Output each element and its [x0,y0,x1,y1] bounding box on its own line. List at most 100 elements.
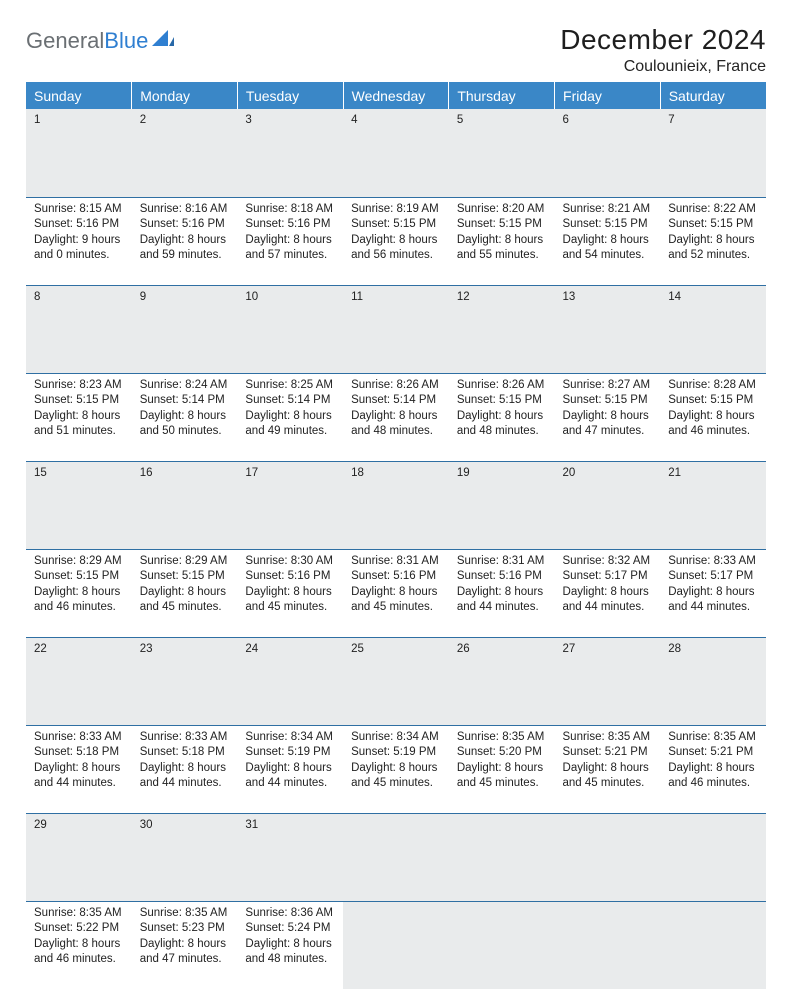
day-number-row: 15161718192021 [26,461,766,549]
day-cell: Sunrise: 8:25 AMSunset: 5:14 PMDaylight:… [237,373,343,461]
daylight-text: Daylight: 8 hours [351,761,443,777]
day-cell: Sunrise: 8:36 AMSunset: 5:24 PMDaylight:… [237,901,343,989]
daylight-text: and 57 minutes. [245,248,337,264]
daylight-text: Daylight: 8 hours [245,585,337,601]
daylight-text: Daylight: 8 hours [34,585,126,601]
sunrise-text: Sunrise: 8:35 AM [563,730,655,746]
brand-sail-icon [152,30,174,53]
daylight-text: and 48 minutes. [245,952,337,968]
daylight-text: Daylight: 8 hours [245,761,337,777]
day-number: 13 [555,285,661,373]
day-cell: Sunrise: 8:35 AMSunset: 5:22 PMDaylight:… [26,901,132,989]
sunset-text: Sunset: 5:23 PM [140,921,232,937]
sunset-text: Sunset: 5:18 PM [34,745,126,761]
day-number: 4 [343,109,449,197]
sunset-text: Sunset: 5:16 PM [457,569,549,585]
daylight-text: Daylight: 8 hours [140,585,232,601]
sunrise-text: Sunrise: 8:27 AM [563,378,655,394]
day-cell: Sunrise: 8:15 AMSunset: 5:16 PMDaylight:… [26,197,132,285]
day-cell: Sunrise: 8:26 AMSunset: 5:14 PMDaylight:… [343,373,449,461]
sunrise-text: Sunrise: 8:23 AM [34,378,126,394]
day-number-row: 293031 [26,813,766,901]
day-cell: Sunrise: 8:31 AMSunset: 5:16 PMDaylight:… [449,549,555,637]
sunrise-text: Sunrise: 8:35 AM [668,730,760,746]
calendar-header-row: Sunday Monday Tuesday Wednesday Thursday… [26,82,766,109]
daylight-text: and 51 minutes. [34,424,126,440]
daylight-text: Daylight: 8 hours [563,761,655,777]
daylight-text: and 44 minutes. [34,776,126,792]
sunset-text: Sunset: 5:15 PM [351,217,443,233]
day-number [555,813,661,901]
week-row: Sunrise: 8:15 AMSunset: 5:16 PMDaylight:… [26,197,766,285]
daylight-text: Daylight: 8 hours [351,233,443,249]
daylight-text: and 48 minutes. [351,424,443,440]
day-cell: Sunrise: 8:29 AMSunset: 5:15 PMDaylight:… [26,549,132,637]
daylight-text: and 50 minutes. [140,424,232,440]
sunset-text: Sunset: 5:14 PM [140,393,232,409]
sunrise-text: Sunrise: 8:16 AM [140,202,232,218]
sunset-text: Sunset: 5:16 PM [245,217,337,233]
daylight-text: Daylight: 8 hours [668,585,760,601]
sunset-text: Sunset: 5:15 PM [140,569,232,585]
day-number: 12 [449,285,555,373]
daylight-text: Daylight: 8 hours [140,761,232,777]
day-cell: Sunrise: 8:33 AMSunset: 5:17 PMDaylight:… [660,549,766,637]
weekday-header: Wednesday [343,82,449,109]
day-cell: Sunrise: 8:35 AMSunset: 5:21 PMDaylight:… [555,725,661,813]
day-number: 6 [555,109,661,197]
daylight-text: Daylight: 8 hours [668,233,760,249]
sunrise-text: Sunrise: 8:25 AM [245,378,337,394]
sunset-text: Sunset: 5:16 PM [351,569,443,585]
sunrise-text: Sunrise: 8:20 AM [457,202,549,218]
day-number: 21 [660,461,766,549]
daylight-text: and 48 minutes. [457,424,549,440]
sunrise-text: Sunrise: 8:34 AM [245,730,337,746]
day-number: 5 [449,109,555,197]
sunset-text: Sunset: 5:15 PM [668,217,760,233]
day-number: 10 [237,285,343,373]
sunset-text: Sunset: 5:15 PM [563,217,655,233]
sunrise-text: Sunrise: 8:29 AM [140,554,232,570]
sunrise-text: Sunrise: 8:34 AM [351,730,443,746]
sunset-text: Sunset: 5:14 PM [245,393,337,409]
daylight-text: Daylight: 8 hours [457,585,549,601]
daylight-text: and 45 minutes. [351,776,443,792]
weekday-header: Friday [555,82,661,109]
sunrise-text: Sunrise: 8:35 AM [457,730,549,746]
daylight-text: Daylight: 8 hours [351,585,443,601]
sunrise-text: Sunrise: 8:28 AM [668,378,760,394]
sunrise-text: Sunrise: 8:33 AM [140,730,232,746]
day-number: 17 [237,461,343,549]
day-number: 26 [449,637,555,725]
weekday-header: Monday [132,82,238,109]
sunrise-text: Sunrise: 8:31 AM [457,554,549,570]
day-cell: Sunrise: 8:28 AMSunset: 5:15 PMDaylight:… [660,373,766,461]
day-cell: Sunrise: 8:31 AMSunset: 5:16 PMDaylight:… [343,549,449,637]
daylight-text: Daylight: 8 hours [668,761,760,777]
week-row: Sunrise: 8:23 AMSunset: 5:15 PMDaylight:… [26,373,766,461]
day-cell: Sunrise: 8:22 AMSunset: 5:15 PMDaylight:… [660,197,766,285]
sunrise-text: Sunrise: 8:35 AM [34,906,126,922]
sunrise-text: Sunrise: 8:22 AM [668,202,760,218]
daylight-text: and 47 minutes. [140,952,232,968]
day-number: 23 [132,637,238,725]
week-row: Sunrise: 8:29 AMSunset: 5:15 PMDaylight:… [26,549,766,637]
daylight-text: and 46 minutes. [34,600,126,616]
daylight-text: and 46 minutes. [668,776,760,792]
day-number: 7 [660,109,766,197]
sunset-text: Sunset: 5:21 PM [668,745,760,761]
day-number [343,813,449,901]
daylight-text: Daylight: 8 hours [668,409,760,425]
daylight-text: Daylight: 8 hours [34,409,126,425]
sunrise-text: Sunrise: 8:31 AM [351,554,443,570]
sunrise-text: Sunrise: 8:24 AM [140,378,232,394]
day-number [660,813,766,901]
day-cell: Sunrise: 8:30 AMSunset: 5:16 PMDaylight:… [237,549,343,637]
title-block: December 2024 Coulounieix, France [560,24,766,76]
daylight-text: Daylight: 8 hours [140,937,232,953]
day-number: 25 [343,637,449,725]
sunset-text: Sunset: 5:19 PM [351,745,443,761]
brand-logo: GeneralBlue [26,24,174,54]
daylight-text: Daylight: 8 hours [563,409,655,425]
day-cell: Sunrise: 8:35 AMSunset: 5:21 PMDaylight:… [660,725,766,813]
